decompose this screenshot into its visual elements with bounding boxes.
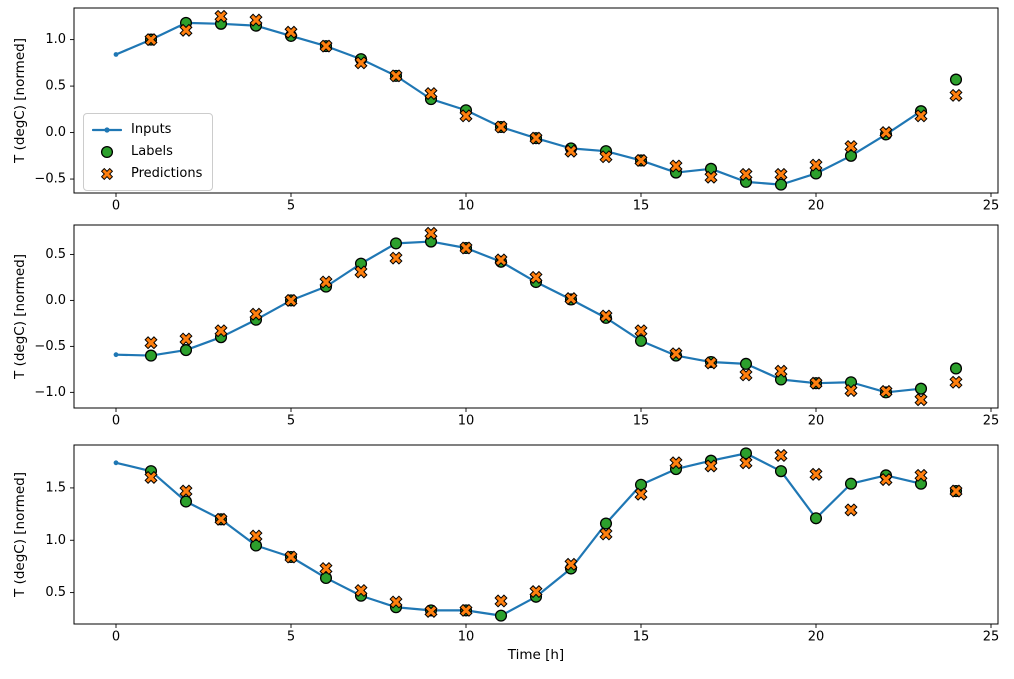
svg-text:−0.5: −0.5 [34,339,66,354]
legend-item-labels: Labels [92,141,202,163]
subplot-2-frame [73,224,999,409]
subplot-3-inputs-line [113,450,924,619]
subplot-3-predictions-markers [144,448,963,618]
subplot-1: 0 5 10 15 20 25 −0.5 0.0 0.5 1.0 T (degC) [normed] [12,7,999,213]
svg-text:20: 20 [808,413,825,428]
svg-text:10: 10 [458,413,475,428]
subplot-2-labels-markers [144,235,963,399]
subplot-1-labels-markers [144,16,963,191]
svg-text:10: 10 [458,629,475,644]
subplot-3-y-axis-label: T (degC) [normed] [12,472,28,598]
svg-text:−0.5: −0.5 [34,172,66,187]
subplot-2-predictions-markers [144,226,963,407]
subplot-2-y-axis-label: T (degC) [normed] [12,254,28,380]
svg-text:5: 5 [287,629,295,644]
legend-label-predictions: Predictions [131,166,203,181]
svg-text:20: 20 [808,629,825,644]
line-with-dot-marker-icon [92,127,122,133]
svg-text:0.5: 0.5 [45,79,66,94]
subplot-3: 0 5 10 15 20 25 0.5 1.0 1.5 T (degC) [normed] Time… [12,444,999,663]
svg-text:0.5: 0.5 [45,247,66,262]
svg-text:15: 15 [633,198,650,213]
subplot-1-predictions-markers [144,9,963,184]
svg-text:10: 10 [458,198,475,213]
subplot-3-ticks: 0 5 10 15 20 25 0.5 1.0 1.5 [45,480,999,644]
svg-text:25: 25 [983,198,1000,213]
svg-text:0: 0 [112,413,120,428]
x-marker-icon [100,167,114,181]
subplot-1-inputs-line [113,20,924,188]
svg-text:0: 0 [112,198,120,213]
svg-text:25: 25 [983,629,1000,644]
svg-text:20: 20 [808,198,825,213]
svg-text:0.0: 0.0 [45,293,66,308]
svg-text:1.5: 1.5 [45,480,66,495]
svg-text:0.0: 0.0 [45,125,66,140]
svg-text:1.0: 1.0 [45,533,66,548]
x-axis-label: Time [h] [507,647,564,663]
svg-text:1.0: 1.0 [45,32,66,47]
subplot-1-y-axis-label: T (degC) [normed] [12,38,28,164]
subplot-2-ticks: 0 5 10 15 20 25 −1.0 −0.5 0.0 0.5 [34,247,999,428]
subplot-2: 0 5 10 15 20 25 −1.0 −0.5 0.0 0.5 T (degC) [normed… [12,224,999,428]
svg-text:0: 0 [112,629,120,644]
legend-label-inputs: Inputs [131,122,172,137]
svg-text:25: 25 [983,413,1000,428]
svg-text:15: 15 [633,413,650,428]
subplot-2-inputs-line [113,239,924,395]
legend-item-predictions: Predictions [92,163,202,185]
svg-text:−1.0: −1.0 [34,385,66,400]
subplot-1-ticks: 0 5 10 15 20 25 −0.5 0.0 0.5 1.0 [34,32,999,213]
svg-text:5: 5 [287,198,295,213]
circle-marker-icon [100,145,114,159]
subplot-3-labels-markers [144,447,963,622]
subplot-3-frame [73,444,999,625]
legend-item-inputs: Inputs [92,119,202,141]
legend-label-labels: Labels [131,144,173,159]
svg-text:15: 15 [633,629,650,644]
legend: Inputs Labels Predictions [83,113,214,191]
svg-text:0.5: 0.5 [45,585,66,600]
svg-text:5: 5 [287,413,295,428]
subplot-1-frame [73,7,999,194]
